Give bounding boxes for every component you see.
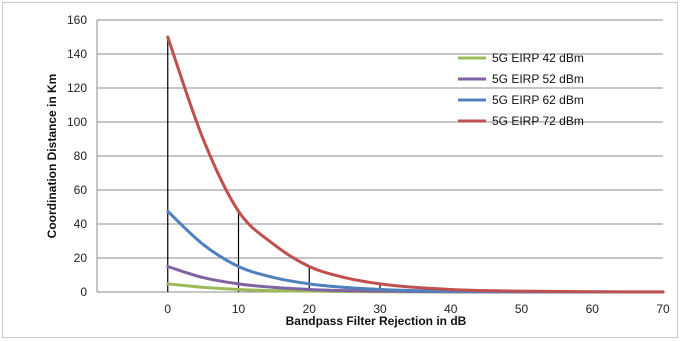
y-axis-title: Coordination Distance in Km — [45, 74, 59, 239]
legend-label-2: 5G EIRP 52 dBm — [492, 72, 584, 86]
legend-label-1: 5G EIRP 42 dBm — [492, 51, 584, 65]
x-axis-title: Bandpass Filter Rejection in dB — [286, 314, 467, 328]
y-tick-label-20: 20 — [74, 251, 88, 265]
legend: 5G EIRP 42 dBm 5G EIRP 52 dBm 5G EIRP 62 d… — [458, 51, 584, 128]
legend-label-4: 5G EIRP 72 dBm — [492, 114, 584, 128]
y-tick-label-160: 160 — [67, 13, 87, 27]
series-line-4 — [166, 35, 665, 294]
y-tick-label-0: 0 — [80, 285, 87, 299]
x-tick-label-20: 20 — [303, 302, 317, 316]
x-tick-label-10: 10 — [232, 302, 246, 316]
x-tick-label-30: 30 — [373, 302, 387, 316]
series-line-3 — [166, 209, 665, 294]
series-lines — [166, 35, 665, 294]
drop-lines — [167, 37, 452, 292]
x-tick-label-0: 0 — [164, 302, 171, 316]
x-tick-label-40: 40 — [444, 302, 458, 316]
y-tick-labels: 0 20 40 60 80 100 120 140 160 — [67, 13, 87, 299]
y-tick-label-60: 60 — [74, 183, 88, 197]
x-tick-label-60: 60 — [586, 302, 600, 316]
x-tick-labels: 0 10 20 30 40 50 60 70 — [164, 302, 670, 316]
y-tick-label-40: 40 — [74, 217, 88, 231]
gridlines — [97, 19, 663, 259]
y-tick-label-140: 140 — [67, 47, 87, 61]
chart-frame — [2, 2, 678, 338]
y-tick-label-120: 120 — [67, 81, 87, 95]
y-tick-label-100: 100 — [67, 115, 87, 129]
x-tick-label-50: 50 — [515, 302, 529, 316]
x-tick-label-70: 70 — [656, 302, 670, 316]
legend-label-3: 5G EIRP 62 dBm — [492, 93, 584, 107]
y-tick-label-80: 80 — [74, 149, 88, 163]
